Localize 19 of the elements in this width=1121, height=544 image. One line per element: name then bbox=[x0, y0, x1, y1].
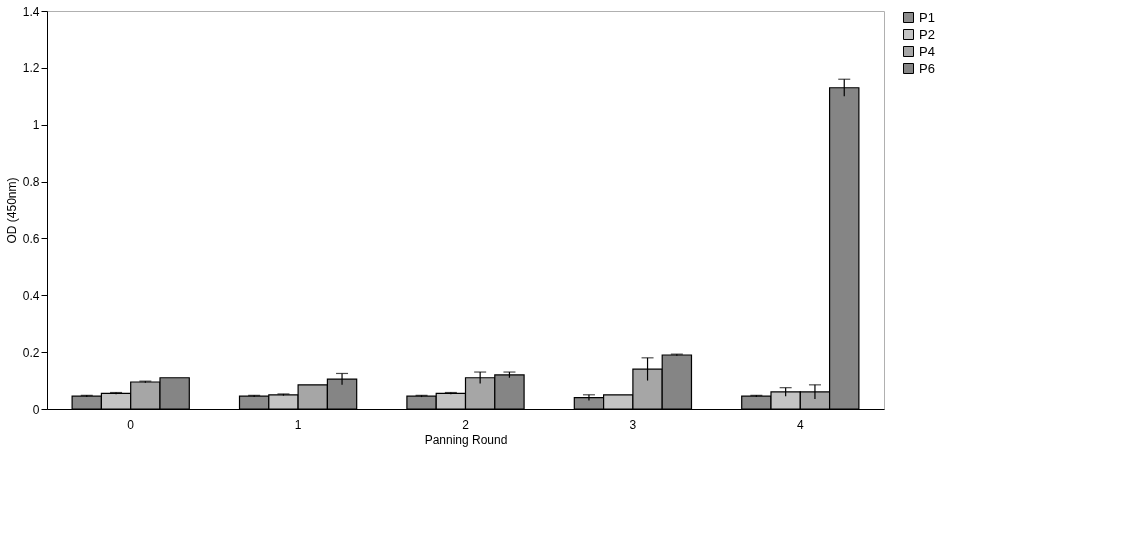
legend-label: P2 bbox=[919, 26, 935, 42]
legend-label: P6 bbox=[919, 60, 935, 76]
y-tick-label: 0.8 bbox=[22, 175, 40, 190]
legend-label: P1 bbox=[919, 9, 935, 25]
y-tick-label: 0.6 bbox=[22, 231, 40, 246]
y-axis-title: OD (450nm) bbox=[4, 177, 19, 244]
legend-label: P4 bbox=[919, 43, 935, 59]
y-tick-label: 0 bbox=[32, 402, 40, 417]
x-tick-label: 0 bbox=[127, 417, 135, 432]
y-tick-label: 1 bbox=[32, 118, 40, 133]
y-tick-label: 1.2 bbox=[22, 61, 40, 76]
y-tick-label: 0.2 bbox=[22, 345, 40, 360]
x-tick-label: 1 bbox=[294, 417, 302, 432]
x-tick-label: 3 bbox=[629, 417, 637, 432]
x-axis-title: Panning Round bbox=[424, 432, 508, 447]
y-tick-label: 0.4 bbox=[22, 288, 40, 303]
x-tick-label: 2 bbox=[462, 417, 470, 432]
x-tick-label: 4 bbox=[796, 417, 804, 432]
y-tick-label: 1.4 bbox=[22, 4, 40, 19]
